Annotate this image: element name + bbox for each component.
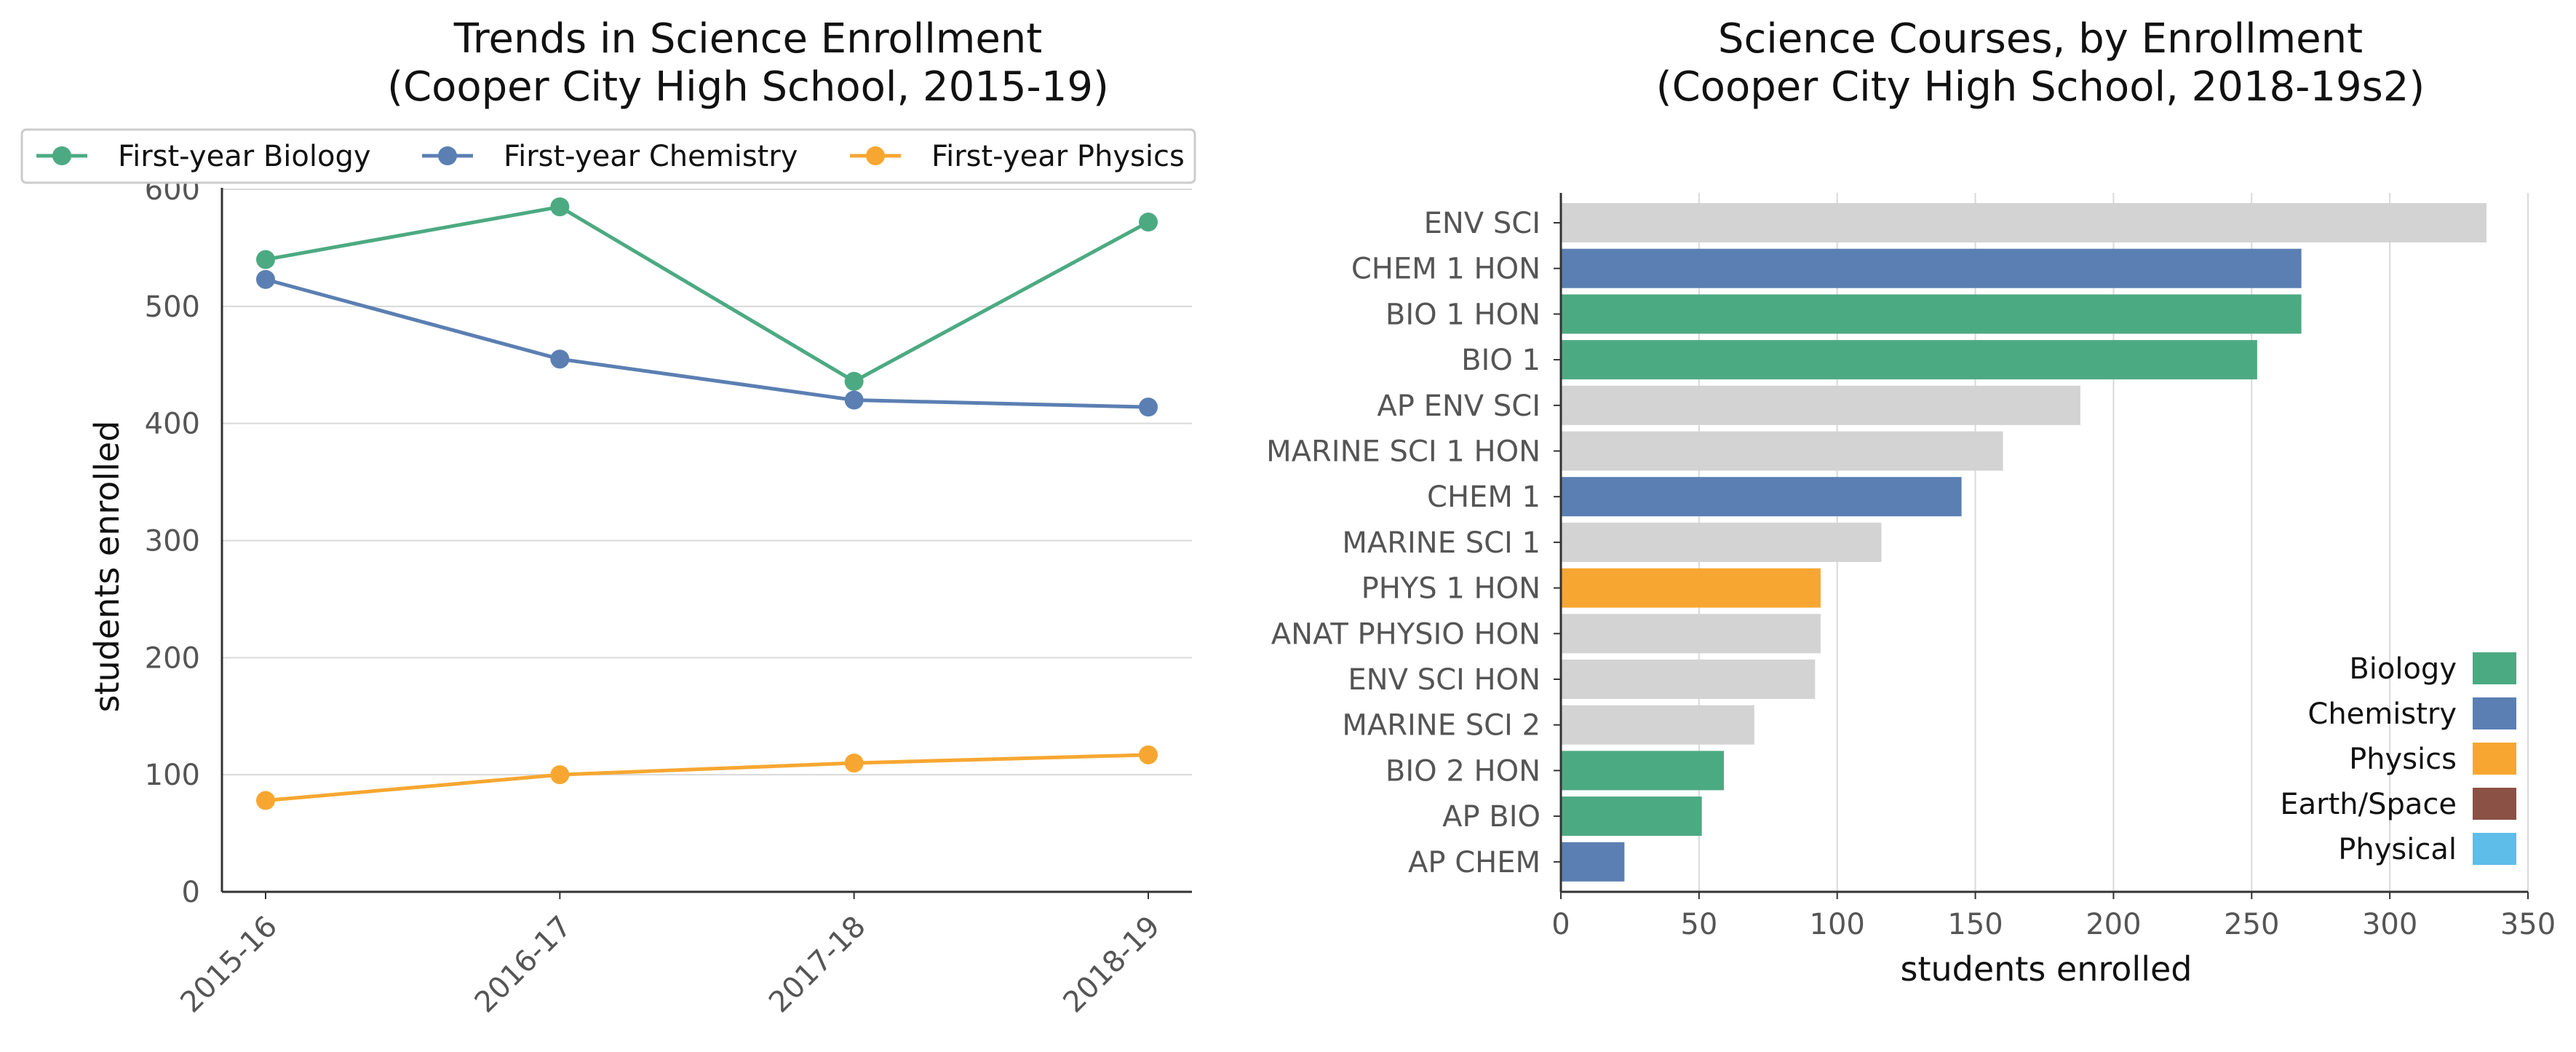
legend-label: First-year Biology — [118, 140, 371, 173]
legend-marker — [866, 146, 885, 165]
bar — [1561, 203, 2487, 242]
legend-label: Earth/Space — [2280, 788, 2457, 821]
category-label: PHYS 1 HON — [1361, 572, 1541, 606]
legend-swatch — [2473, 788, 2516, 820]
legend-swatch — [2473, 743, 2516, 775]
x-tick-label: 2017-18 — [763, 910, 872, 1020]
bar-chart-bars — [1561, 203, 2487, 882]
bar — [1561, 842, 1625, 882]
x-tick-label: 150 — [1947, 908, 2003, 941]
x-tick-label: 50 — [1680, 908, 1717, 941]
bar — [1561, 340, 2257, 380]
category-label: CHEM 1 HON — [1351, 253, 1541, 286]
line-chart-legend[interactable]: First-year Biology First-year Chemistry Fi… — [20, 128, 1196, 184]
bar — [1561, 522, 1882, 562]
bar-chart-x-axis-label: students enrolled — [1901, 949, 2193, 989]
y-tick-label: 0 — [182, 876, 200, 909]
category-label: AP BIO — [1442, 800, 1541, 834]
legend-swatch — [2473, 697, 2516, 729]
legend-swatch — [2473, 833, 2516, 865]
legend-label: First-year Chemistry — [504, 140, 798, 173]
bar-chart-category-labels: ENV SCI CHEM 1 HON BIO 1 HON BIO 1 AP ENV SC… — [1266, 207, 1561, 879]
x-tick-label: 2016-17 — [469, 910, 579, 1020]
category-label: BIO 2 HON — [1386, 754, 1541, 788]
line-chart-y-axis-label: students enrolled — [87, 421, 127, 713]
legend-label: Physics — [2349, 743, 2457, 776]
bar — [1561, 705, 1754, 745]
line-chart-series — [256, 197, 1158, 810]
line-chart-title: Trends in Science Enrollment — [453, 15, 1042, 63]
line-chart-axes — [220, 188, 1192, 893]
category-label: CHEM 1 — [1427, 480, 1541, 514]
category-label: ENV SCI — [1424, 207, 1541, 240]
y-tick-label: 300 — [145, 525, 200, 558]
legend-label: Physical — [2338, 833, 2457, 866]
category-label: BIO 1 — [1461, 344, 1541, 377]
bar — [1561, 614, 1821, 654]
data-point — [844, 754, 864, 773]
bar — [1561, 385, 2080, 425]
y-tick-label: 100 — [145, 759, 200, 792]
data-point — [844, 371, 864, 391]
category-label: ANAT PHYSIO HON — [1271, 617, 1541, 651]
bar — [1561, 568, 1821, 608]
y-tick-label: 200 — [145, 641, 200, 675]
category-label: MARINE SCI 1 HON — [1266, 435, 1541, 469]
legend-marker — [438, 146, 457, 165]
line-chart-x-ticks: 2015-16 2016-17 2017-18 2018-19 — [174, 892, 1166, 1019]
bar-chart-title: Science Courses, by Enrollment — [1718, 15, 2363, 63]
legend-swatch — [2473, 652, 2516, 684]
bar — [1561, 431, 2003, 471]
x-tick-label: 2018-19 — [1057, 910, 1166, 1020]
bar-chart-legend: Biology Chemistry Physics Earth/Space Physic… — [2280, 652, 2516, 866]
data-point — [1139, 398, 1158, 417]
x-tick-label: 0 — [1551, 908, 1570, 941]
legend-label: Chemistry — [2307, 697, 2457, 731]
data-point — [256, 791, 275, 810]
x-tick-label: 100 — [1810, 908, 1865, 941]
legend-frame — [20, 128, 1196, 184]
bar — [1561, 751, 1725, 791]
series-line — [265, 277, 1149, 409]
data-point — [844, 390, 864, 410]
category-label: MARINE SCI 2 — [1342, 709, 1541, 743]
line-chart: Trends in Science Enrollment (Cooper Cit… — [20, 15, 1196, 1019]
bar — [1561, 248, 2302, 288]
line-chart-gridlines — [222, 189, 1192, 776]
data-point — [256, 269, 275, 289]
y-tick-label: 500 — [145, 290, 200, 324]
y-tick-label: 400 — [145, 408, 200, 441]
series-line — [265, 205, 1150, 384]
category-label: ENV SCI HON — [1348, 663, 1541, 697]
line-chart-subtitle: (Cooper City High School, 2015-19) — [387, 63, 1109, 111]
bar-chart-subtitle: (Cooper City High School, 2018-19s2) — [1656, 63, 2425, 111]
x-tick-label: 300 — [2362, 908, 2417, 941]
category-label: BIO 1 HON — [1386, 298, 1541, 331]
x-tick-label: 2015-16 — [174, 910, 284, 1020]
data-point — [1139, 745, 1158, 764]
category-label: MARINE SCI 1 — [1342, 526, 1541, 560]
x-tick-label: 250 — [2224, 908, 2279, 941]
category-label: AP ENV SCI — [1377, 389, 1541, 423]
data-point — [550, 197, 570, 217]
category-label: AP CHEM — [1408, 846, 1541, 879]
bar — [1561, 660, 1816, 699]
x-tick-label: 350 — [2500, 908, 2556, 941]
bar-chart: Science Courses, by Enrollment (Cooper C… — [1266, 15, 2556, 989]
bar-chart-x-ticks: 0 50 100 150 200 250 300 350 — [1551, 892, 2556, 941]
data-point — [256, 250, 275, 269]
legend-label: First-year Physics — [931, 140, 1185, 173]
bar — [1561, 477, 1962, 517]
data-point — [550, 349, 570, 369]
bar — [1561, 796, 1702, 837]
data-point — [550, 765, 570, 785]
legend-marker — [52, 146, 71, 165]
legend-label: Biology — [2349, 652, 2457, 686]
series-line — [265, 753, 1149, 803]
data-point — [1139, 213, 1158, 232]
bar — [1561, 294, 2302, 334]
x-tick-label: 200 — [2086, 908, 2141, 941]
